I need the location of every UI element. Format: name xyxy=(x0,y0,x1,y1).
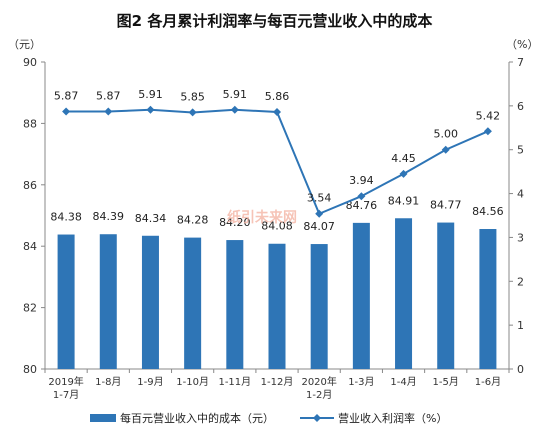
line-data-label: 5.87 xyxy=(54,90,79,103)
legend-bar-label: 每百元营业收入中的成本（元） xyxy=(120,411,274,425)
bar xyxy=(310,244,328,369)
bar xyxy=(352,222,370,369)
x-tick-label: 2020年 xyxy=(301,375,336,388)
left-tick-label: 90 xyxy=(23,56,37,69)
right-tick-label: 0 xyxy=(517,363,524,376)
left-tick-label: 86 xyxy=(23,179,37,192)
left-tick-label: 84 xyxy=(23,240,37,253)
line-data-label: 5.91 xyxy=(223,88,248,101)
legend-line-label: 营业收入利润率（%） xyxy=(338,411,447,425)
left-tick-label: 88 xyxy=(23,117,37,130)
line-data-label: 5.86 xyxy=(265,90,290,103)
x-tick-label: 1-8月 xyxy=(95,376,121,388)
bar-data-label: 84.20 xyxy=(219,216,251,229)
x-tick-label: 1-7月 xyxy=(53,389,79,401)
bar-data-label: 84.39 xyxy=(93,210,125,223)
line-marker xyxy=(62,107,71,116)
bar xyxy=(437,222,455,369)
right-axis-unit: （%） xyxy=(506,38,538,51)
left-axis-unit: （元） xyxy=(8,38,41,51)
line-marker xyxy=(273,107,281,116)
bar xyxy=(141,235,159,369)
bar-data-label: 84.28 xyxy=(177,214,209,227)
line-marker xyxy=(483,127,492,136)
bar xyxy=(57,234,75,369)
x-tick-label: 1-5月 xyxy=(433,376,459,388)
bar-data-label: 84.38 xyxy=(50,211,82,224)
x-tick-label: 1-3月 xyxy=(348,376,374,388)
bar-data-label: 84.76 xyxy=(346,199,378,212)
line-marker xyxy=(399,169,408,178)
bar xyxy=(184,237,202,369)
line-data-label: 4.45 xyxy=(391,152,416,165)
left-tick-label: 80 xyxy=(23,363,37,376)
bar-data-label: 84.07 xyxy=(303,220,335,233)
line-marker xyxy=(188,108,197,117)
line-data-label: 5.42 xyxy=(476,109,501,122)
x-tick-label: 2019年 xyxy=(48,375,83,388)
left-tick-label: 82 xyxy=(23,302,37,315)
line-data-label: 5.00 xyxy=(433,128,458,141)
x-tick-label: 1-12月 xyxy=(261,376,294,388)
right-tick-label: 1 xyxy=(517,319,524,332)
legend-bar-swatch xyxy=(90,414,116,422)
line-marker xyxy=(441,145,450,154)
legend-line-marker xyxy=(313,414,321,422)
right-tick-label: 5 xyxy=(517,144,524,157)
bar-data-label: 84.91 xyxy=(388,194,420,207)
bar-data-label: 84.77 xyxy=(430,199,462,212)
line-data-label: 5.87 xyxy=(96,90,121,103)
chart-title: 图2 各月累计利润率与每百元营业收入中的成本 xyxy=(116,12,433,30)
watermark-text: 纸引未来网 xyxy=(227,209,297,226)
right-tick-label: 3 xyxy=(517,231,524,244)
x-tick-label: 1-10月 xyxy=(176,376,209,388)
x-tick-label: 1-4月 xyxy=(390,376,416,388)
bar xyxy=(226,240,244,369)
right-tick-label: 4 xyxy=(517,188,524,201)
bar-data-label: 84.34 xyxy=(135,212,167,225)
line-marker xyxy=(146,105,155,114)
x-tick-label: 1-6月 xyxy=(475,376,501,388)
right-tick-label: 6 xyxy=(517,100,524,113)
bar xyxy=(268,243,286,369)
line-data-label: 3.54 xyxy=(307,192,332,205)
line-data-label: 5.91 xyxy=(138,88,163,101)
line-data-label: 5.85 xyxy=(180,90,205,103)
line-marker xyxy=(230,105,239,114)
bar-data-label: 84.56 xyxy=(472,205,504,218)
bar-data-label: 84.08 xyxy=(261,220,293,233)
bar xyxy=(395,218,413,369)
line-marker xyxy=(315,209,324,218)
right-tick-label: 2 xyxy=(517,275,524,288)
right-tick-label: 7 xyxy=(517,56,524,69)
line-series xyxy=(66,108,489,216)
bar xyxy=(479,229,497,369)
bar xyxy=(99,234,117,369)
x-tick-label: 1-11月 xyxy=(218,376,251,388)
x-tick-label: 1-2月 xyxy=(306,389,332,401)
line-marker xyxy=(104,107,113,116)
line-data-label: 3.94 xyxy=(349,174,374,187)
x-tick-label: 1-9月 xyxy=(137,376,163,388)
line-marker xyxy=(357,192,366,201)
